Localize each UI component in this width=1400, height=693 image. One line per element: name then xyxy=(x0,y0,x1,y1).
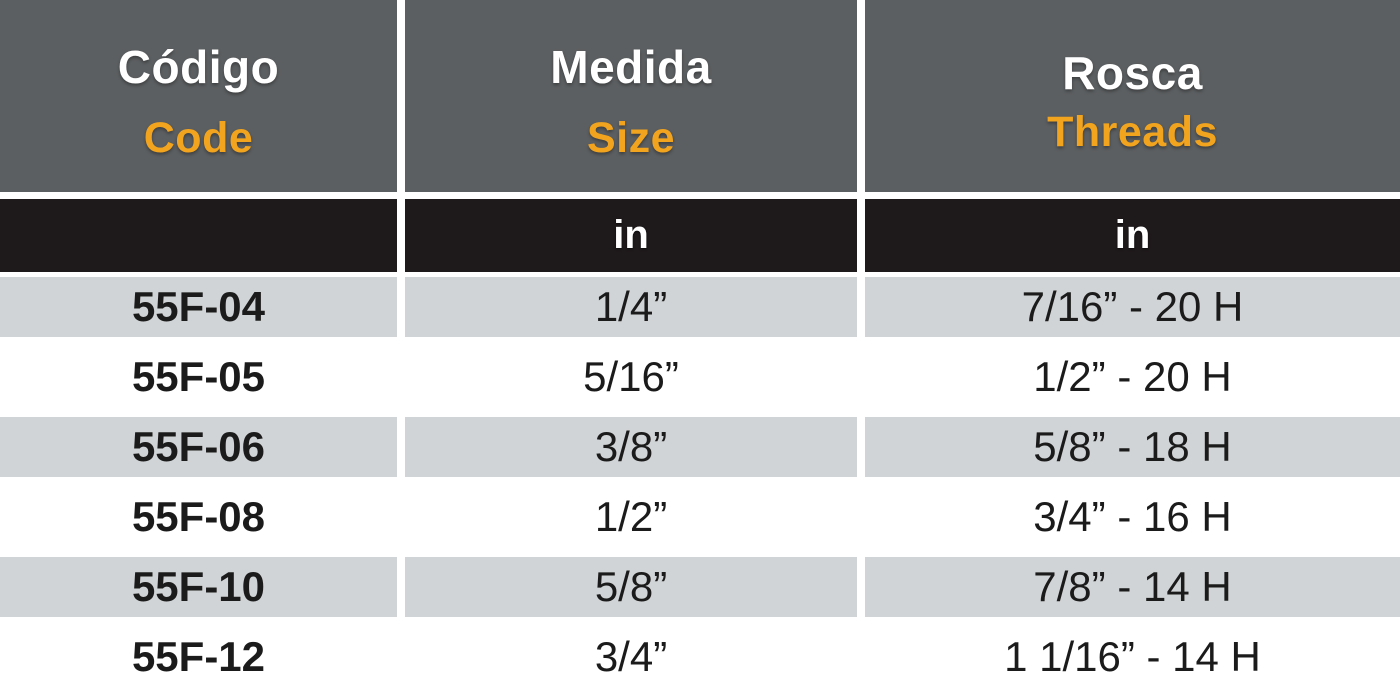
header-subtitle-threads: Threads xyxy=(1047,107,1218,156)
unit-cell-code xyxy=(0,199,397,272)
table-cell-size: 1/2” xyxy=(405,482,857,552)
table-cell-code: 55F-06 xyxy=(0,412,397,482)
table-cell-code: 55F-10 xyxy=(0,552,397,622)
header-subtitle-code: Code xyxy=(143,113,254,162)
header-title-medida: Medida xyxy=(550,40,712,93)
header-cell-medida: Medida Size xyxy=(405,0,857,199)
table-cell-threads: 3/4” - 16 H xyxy=(865,482,1400,552)
table-cell-threads: 7/8” - 14 H xyxy=(865,552,1400,622)
table-cell-threads: 1 1/16” - 14 H xyxy=(865,622,1400,692)
table-cell-code: 55F-05 xyxy=(0,342,397,412)
table-cell-threads: 7/16” - 20 H xyxy=(865,272,1400,342)
table-cell-threads: 1/2” - 20 H xyxy=(865,342,1400,412)
table-cell-size: 3/4” xyxy=(405,622,857,692)
table-cell-code: 55F-04 xyxy=(0,272,397,342)
table-cell-size: 5/8” xyxy=(405,552,857,622)
table-cell-code: 55F-08 xyxy=(0,482,397,552)
header-cell-rosca: Rosca Threads xyxy=(865,0,1400,199)
unit-cell-size: in xyxy=(405,199,857,272)
header-subtitle-size: Size xyxy=(586,113,676,162)
header-title-codigo: Código xyxy=(117,40,280,93)
table-cell-size: 5/16” xyxy=(405,342,857,412)
table-cell-threads: 5/8” - 18 H xyxy=(865,412,1400,482)
unit-cell-threads: in xyxy=(865,199,1400,272)
header-title-rosca: Rosca xyxy=(1062,46,1203,99)
table-cell-size: 1/4” xyxy=(405,272,857,342)
header-cell-codigo: Código Code xyxy=(0,0,397,199)
table-cell-code: 55F-12 xyxy=(0,622,397,692)
table-cell-size: 3/8” xyxy=(405,412,857,482)
